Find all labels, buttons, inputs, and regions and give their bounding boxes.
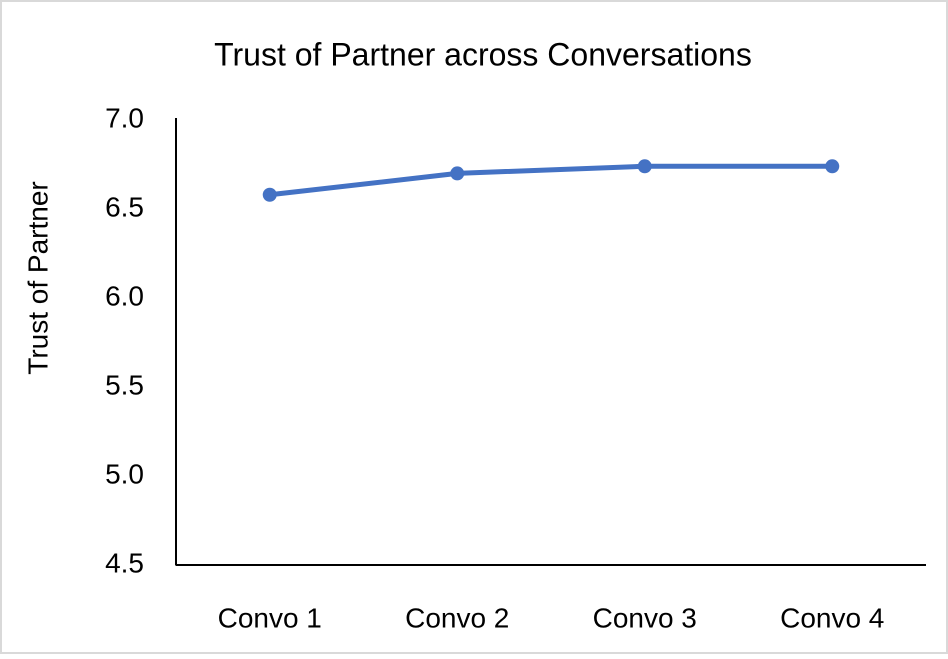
y-tick-label: 5.5 bbox=[105, 369, 144, 400]
data-point bbox=[825, 159, 840, 174]
x-tick-label: Convo 1 bbox=[218, 602, 322, 633]
data-point bbox=[262, 187, 277, 202]
y-tick-label: 5.0 bbox=[105, 458, 144, 489]
y-tick-label: 7.0 bbox=[105, 102, 144, 133]
series-line bbox=[269, 163, 833, 198]
x-tick-label: Convo 2 bbox=[405, 602, 509, 633]
x-tick-label: Convo 3 bbox=[593, 602, 697, 633]
x-tick-label: Convo 4 bbox=[780, 602, 884, 633]
y-tick-label: 4.5 bbox=[105, 547, 144, 578]
y-tick-label: 6.5 bbox=[105, 191, 144, 222]
y-axis-label: Trust of Partner bbox=[22, 181, 53, 374]
data-point bbox=[637, 159, 652, 174]
chart-title: Trust of Partner across Conversations bbox=[214, 36, 752, 72]
y-tick-label: 6.0 bbox=[105, 280, 144, 311]
data-point bbox=[450, 166, 465, 181]
